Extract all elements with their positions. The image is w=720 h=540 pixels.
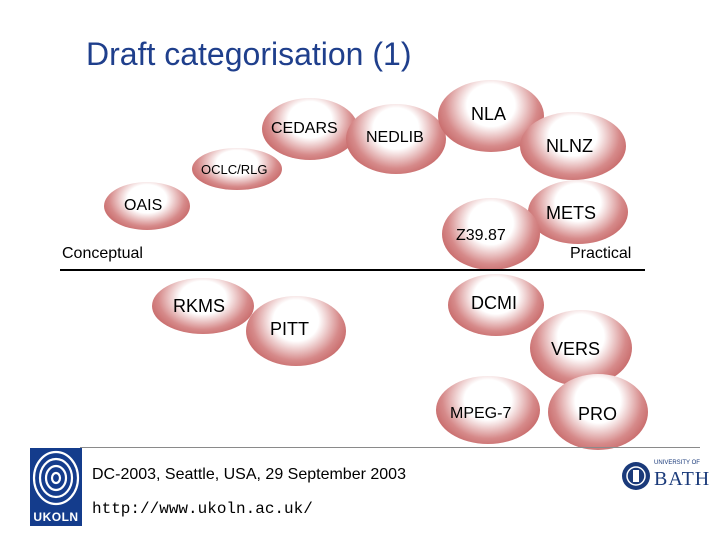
blob-pitt [246, 296, 346, 366]
university-of-bath-logo: UNIVERSITY OF BATH [620, 456, 709, 496]
footer-event: DC-2003, Seattle, USA, 29 September 2003 [92, 466, 406, 483]
footer-divider [80, 447, 700, 448]
label-pro: PRO [578, 404, 618, 424]
ukoln-swirl-icon [32, 450, 80, 506]
blob-dcmi [448, 274, 544, 336]
blob-oais [104, 182, 190, 230]
axis-label-conceptual: Conceptual [62, 245, 143, 262]
axis-label-practical: Practical [570, 245, 632, 262]
blob-z3987 [442, 198, 540, 270]
label-mpeg7: MPEG-7 [450, 405, 512, 422]
conceptual-practical-axis [60, 269, 645, 271]
blob-cedars [262, 98, 358, 160]
blob-pro [548, 374, 648, 450]
slide-title: Draft categorisation (1) [86, 36, 412, 72]
label-oais: OAIS [124, 197, 163, 214]
label-nedlib: NEDLIB [366, 129, 424, 146]
label-nlnz: NLNZ [546, 136, 594, 156]
label-mets: METS [546, 203, 597, 223]
ukoln-logo-text: UKOLN [33, 510, 79, 524]
bath-logo-small-text: UNIVERSITY OF [654, 460, 700, 466]
ukoln-logo: UKOLN [30, 448, 82, 526]
bath-crest-icon [622, 462, 650, 490]
blob-rkms [152, 278, 254, 334]
label-rkms: RKMS [173, 296, 226, 316]
label-nla: NLA [471, 104, 507, 124]
blob-vers [530, 310, 632, 386]
blob-mpeg7 [436, 376, 540, 444]
label-cedars: CEDARS [271, 120, 338, 137]
label-pitt: PITT [270, 319, 309, 339]
blob-oclc-rlg [192, 148, 282, 190]
label-oclc-rlg: OCLC/RLG [201, 162, 268, 177]
blob-nedlib [346, 104, 446, 174]
label-z3987: Z39.87 [456, 227, 506, 244]
label-dcmi: DCMI [471, 293, 517, 313]
bath-logo-text: BATH [654, 468, 711, 490]
footer-url[interactable]: http://www.ukoln.ac.uk/ [92, 500, 313, 518]
blob-nlnz [520, 112, 626, 180]
label-vers: VERS [551, 339, 601, 359]
blob-mets [528, 180, 628, 244]
